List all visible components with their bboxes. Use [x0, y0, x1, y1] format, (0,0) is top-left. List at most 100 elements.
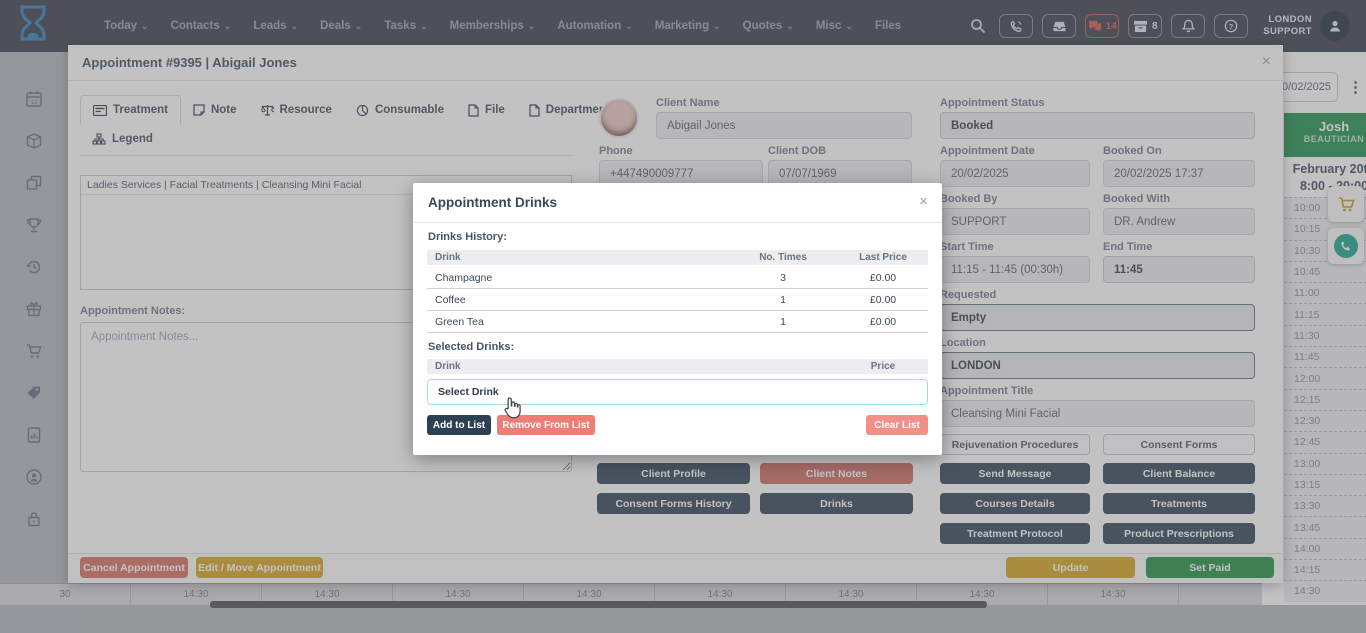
drink-times: 1	[780, 315, 786, 328]
booked-by-field[interactable]: SUPPORT	[940, 208, 1090, 235]
nav-item[interactable]: Tasks ⌄	[384, 20, 427, 32]
requested-field[interactable]: Empty	[940, 304, 1255, 331]
calendar-time-slot[interactable]: 11:00	[1284, 282, 1366, 304]
nav-item[interactable]: Leads ⌄	[253, 20, 298, 32]
calendar-time-slot[interactable]: 11:15	[1284, 303, 1366, 325]
search-icon[interactable]	[970, 18, 986, 34]
nav-item[interactable]: Misc ⌄	[816, 20, 853, 32]
inbox-button[interactable]	[1042, 14, 1077, 38]
calendar-time-slot[interactable]: 10:45	[1284, 260, 1366, 283]
calendar-time-slot[interactable]: 13:45	[1284, 516, 1366, 538]
trophy-icon[interactable]	[25, 216, 43, 234]
lock-icon[interactable]	[25, 510, 43, 528]
notifications-bell-button[interactable]	[1171, 14, 1206, 38]
treatment-list-item[interactable]: Ladies Services | Facial Treatments | Cl…	[81, 176, 571, 195]
phone-field[interactable]: +447490009777	[599, 160, 763, 187]
drinks-history-row[interactable]: Champagne 3 £0.00	[427, 267, 928, 289]
calendar-time-slot[interactable]: 12:30	[1284, 409, 1366, 432]
consent-forms-history-button[interactable]: Consent Forms History	[597, 493, 750, 514]
tab-file[interactable]: File	[456, 95, 517, 125]
calendar-time-slot[interactable]: 12:45	[1284, 431, 1366, 453]
client-name-field[interactable]: Abigail Jones	[656, 112, 912, 139]
location-field[interactable]: LONDON	[940, 352, 1255, 379]
start-time-field[interactable]: 11:15 - 11:45 (00:30h)	[940, 256, 1090, 283]
close-icon[interactable]: ×	[1261, 53, 1271, 70]
user-avatar[interactable]	[1320, 11, 1350, 41]
client-balance-button[interactable]: Client Balance	[1103, 463, 1255, 484]
chat-notifications-button[interactable]: 14	[1085, 14, 1120, 38]
nav-item[interactable]: Quotes ⌄	[743, 20, 794, 32]
cart-icon[interactable]	[25, 342, 43, 360]
staff-header[interactable]: Josh BEAUTICIAN	[1284, 113, 1366, 157]
drinks-history-row[interactable]: Coffee 1 £0.00	[427, 289, 928, 311]
drinks-button[interactable]: Drinks	[760, 493, 913, 514]
gift-icon[interactable]	[25, 300, 43, 318]
booked-on-field[interactable]: 20/02/2025 17:37	[1103, 160, 1255, 187]
send-message-button[interactable]: Send Message	[940, 463, 1090, 484]
duplicate-icon[interactable]	[25, 174, 43, 192]
client-profile-button[interactable]: Client Profile	[597, 463, 750, 484]
tab-resource[interactable]: Resource	[249, 95, 344, 125]
client-notes-button[interactable]: Client Notes	[760, 463, 913, 484]
calendar-time-slot[interactable]: 12:15	[1284, 388, 1366, 410]
nav-item[interactable]: Files ⌄	[875, 20, 901, 32]
treatments-button[interactable]: Treatments	[1103, 493, 1255, 514]
horizontal-scrollbar[interactable]	[210, 601, 987, 608]
edit-move-appointment-button[interactable]: Edit / Move Appointment	[196, 557, 323, 578]
cancel-appointment-button[interactable]: Cancel Appointment	[80, 557, 188, 578]
consent-forms-button[interactable]: Consent Forms	[1103, 434, 1255, 455]
tab-treatment[interactable]: Treatment	[80, 95, 181, 125]
calendar-time-slot[interactable]: 14:00	[1284, 537, 1366, 560]
calendar-time-slot[interactable]: 11:30	[1284, 324, 1366, 347]
remove-from-list-button[interactable]: Remove From List	[497, 415, 595, 435]
basket-fab-button[interactable]	[1328, 186, 1364, 222]
tab-legend[interactable]: Legend	[80, 125, 165, 153]
tab-consumable[interactable]: Consumable	[344, 95, 456, 125]
client-photo[interactable]	[599, 98, 639, 138]
calendar-time-slot[interactable]: 14:15	[1284, 559, 1366, 581]
appointment-status-field[interactable]: Booked	[940, 112, 1255, 139]
tab-note[interactable]: Note	[181, 95, 249, 125]
close-icon[interactable]: ×	[919, 193, 928, 210]
appointment-date-field[interactable]: 20/02/2025	[940, 160, 1090, 187]
calendar-time-slot[interactable]: 13:30	[1284, 495, 1366, 517]
nav-item[interactable]: Deals ⌄	[320, 20, 362, 32]
booked-with-field[interactable]: DR. Andrew	[1103, 208, 1255, 235]
calendar-time-slot[interactable]: 11:45	[1284, 346, 1366, 368]
product-prescriptions-button[interactable]: Product Prescriptions	[1103, 523, 1255, 544]
history-icon[interactable]	[25, 258, 43, 276]
report-icon[interactable]	[25, 426, 43, 444]
update-button[interactable]: Update	[1006, 557, 1135, 578]
phone-fab-button[interactable]	[1328, 228, 1364, 264]
orders-button[interactable]: 8	[1128, 14, 1163, 38]
calendar-time-slot[interactable]: 12:00	[1284, 367, 1366, 389]
drinks-history-row[interactable]: Green Tea 1 £0.00	[427, 311, 928, 333]
phone-call-button[interactable]	[999, 14, 1034, 38]
package-icon[interactable]	[25, 132, 43, 150]
clear-list-button[interactable]: Clear List	[866, 415, 928, 435]
courses-details-button[interactable]: Courses Details	[940, 493, 1090, 514]
tag-icon[interactable]	[25, 384, 43, 402]
calendar-time-slot[interactable]: 13:15	[1284, 473, 1366, 496]
app-logo-hourglass-icon[interactable]	[20, 5, 46, 45]
calendar-menu-dots-icon[interactable]: ⋮	[1348, 79, 1363, 96]
tab-department[interactable]: Department	[517, 95, 622, 125]
nav-item[interactable]: Automation ⌄	[557, 20, 632, 32]
appointment-title-field[interactable]: Cleansing Mini Facial	[940, 400, 1255, 427]
nav-item[interactable]: Memberships ⌄	[450, 20, 536, 32]
nav-item[interactable]: Marketing ⌄	[655, 20, 721, 32]
calendar-time-slot[interactable]: 13:00	[1284, 452, 1366, 474]
account-icon[interactable]	[25, 468, 43, 486]
nav-item[interactable]: Contacts ⌄	[171, 20, 232, 32]
end-time-field[interactable]: 11:45	[1103, 256, 1255, 283]
nav-item[interactable]: Today ⌄	[104, 20, 149, 32]
client-dob-field[interactable]: 07/07/1969	[768, 160, 912, 187]
rejuvenation-procedures-button[interactable]: Rejuvenation Procedures	[940, 434, 1090, 455]
set-paid-button[interactable]: Set Paid	[1146, 557, 1274, 578]
calendar-time-slot[interactable]: 14:30	[1284, 580, 1366, 602]
help-button[interactable]: ?	[1214, 14, 1249, 38]
calendar-icon[interactable]: 12	[25, 90, 43, 108]
add-to-list-button[interactable]: Add to List	[427, 415, 491, 435]
treatment-protocol-button[interactable]: Treatment Protocol	[940, 523, 1090, 544]
select-drink-dropdown[interactable]: Select Drink	[427, 379, 928, 405]
